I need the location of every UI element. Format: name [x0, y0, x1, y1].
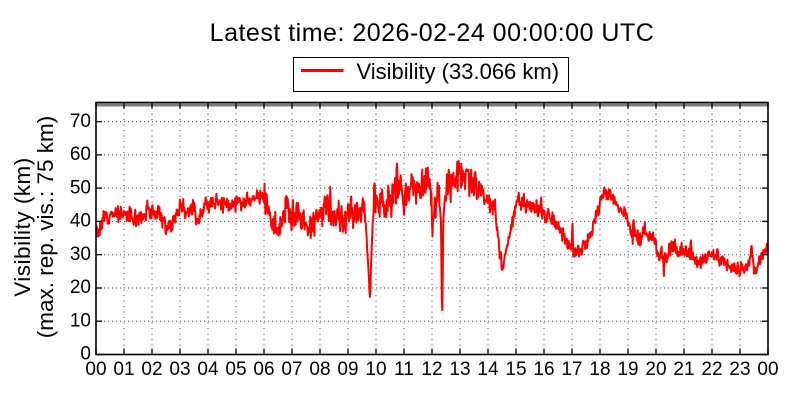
- svg-text:20: 20: [645, 359, 666, 380]
- svg-text:17: 17: [561, 359, 582, 380]
- svg-text:(max. rep. vis.: 75 km): (max. rep. vis.: 75 km): [33, 116, 58, 339]
- svg-text:04: 04: [197, 359, 219, 380]
- svg-text:00: 00: [85, 359, 106, 380]
- svg-text:08: 08: [309, 359, 330, 380]
- svg-text:21: 21: [673, 359, 694, 380]
- svg-text:Visibility (33.066 km): Visibility (33.066 km): [357, 59, 560, 84]
- svg-text:18: 18: [589, 359, 610, 380]
- svg-text:06: 06: [253, 359, 274, 380]
- svg-text:40: 40: [70, 211, 91, 232]
- svg-text:15: 15: [505, 359, 526, 380]
- svg-text:10: 10: [365, 359, 386, 380]
- svg-text:20: 20: [70, 277, 91, 298]
- svg-text:14: 14: [477, 359, 499, 380]
- svg-text:30: 30: [70, 244, 91, 265]
- svg-text:60: 60: [70, 144, 91, 165]
- svg-text:12: 12: [421, 359, 442, 380]
- svg-text:19: 19: [617, 359, 638, 380]
- svg-text:23: 23: [729, 359, 750, 380]
- svg-text:01: 01: [113, 359, 134, 380]
- svg-text:02: 02: [141, 359, 162, 380]
- svg-text:16: 16: [533, 359, 554, 380]
- svg-text:05: 05: [225, 359, 246, 380]
- svg-text:10: 10: [70, 310, 91, 331]
- svg-text:70: 70: [70, 111, 91, 132]
- svg-text:Latest time: 2026-02-24 00:00:: Latest time: 2026-02-24 00:00:00 UTC: [210, 19, 655, 47]
- svg-text:0: 0: [80, 344, 91, 365]
- svg-text:00: 00: [757, 359, 778, 380]
- svg-text:07: 07: [281, 359, 302, 380]
- svg-text:13: 13: [449, 359, 470, 380]
- svg-text:Visibility (km): Visibility (km): [10, 157, 35, 297]
- svg-text:50: 50: [70, 177, 91, 198]
- svg-text:22: 22: [701, 359, 722, 380]
- svg-text:11: 11: [394, 359, 414, 380]
- svg-text:03: 03: [169, 359, 190, 380]
- svg-text:09: 09: [337, 359, 358, 380]
